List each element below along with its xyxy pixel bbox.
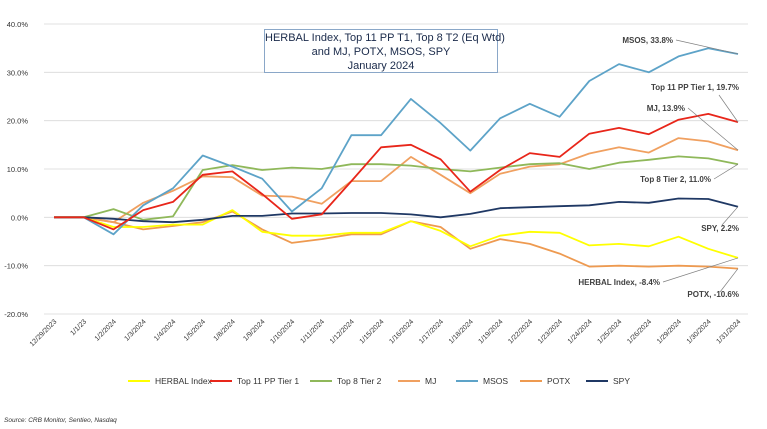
x-tick-label: 1/11/2024 bbox=[299, 318, 326, 345]
chart-title-box: HERBAL Index, Top 11 PP T1, Top 8 T2 (Eq… bbox=[264, 29, 505, 73]
legend-item: HERBAL Index bbox=[128, 376, 212, 386]
x-tick-label: 1/16/2024 bbox=[388, 318, 415, 345]
y-tick-label: 30.0% bbox=[7, 68, 29, 77]
annotation-leader bbox=[719, 268, 739, 293]
legend-item: Top 11 PP Tier 1 bbox=[210, 376, 299, 386]
y-tick-label: 20.0% bbox=[7, 117, 29, 126]
x-tick-label: 1/10/2024 bbox=[269, 318, 296, 345]
x-tick-label: 1/4/2024 bbox=[153, 318, 177, 342]
series-line-top-8-tier-2 bbox=[54, 155, 739, 221]
series-line-msos bbox=[54, 47, 739, 236]
x-tick-label: 1/31/2024 bbox=[715, 318, 742, 345]
legend-item: POTX bbox=[520, 376, 570, 386]
legend-swatch bbox=[310, 380, 332, 382]
x-tick-label: 1/30/2024 bbox=[686, 318, 713, 345]
x-tick-label: 1/15/2024 bbox=[359, 318, 386, 345]
legend-item: MSOS bbox=[456, 376, 508, 386]
y-tick-label: 40.0% bbox=[7, 20, 29, 29]
legend-item: SPY bbox=[586, 376, 630, 386]
x-tick-label: 1/2/2024 bbox=[94, 318, 118, 342]
y-axis-tick-labels: 40.0% 30.0% 20.0% 10.0% 0.0% -10.0% -20.0% bbox=[4, 20, 28, 319]
x-tick-label: 1/5/2024 bbox=[183, 318, 207, 342]
legend-label: POTX bbox=[547, 376, 571, 386]
legend-swatch bbox=[520, 380, 542, 382]
annotation-leader bbox=[718, 94, 739, 123]
y-tick-label: -10.0% bbox=[4, 262, 28, 271]
x-tick-label: 1/26/2024 bbox=[626, 318, 653, 345]
x-axis-tick-labels: 12/29/2023 1/1/23 1/2/2024 1/3/2024 1/4/2024… bbox=[29, 318, 743, 348]
x-tick-label: 1/8/2024 bbox=[213, 318, 237, 342]
legend-item: Top 8 Tier 2 bbox=[310, 376, 381, 386]
annotation-leader bbox=[721, 206, 739, 226]
annotation-label: Top 8 Tier 2, 11.0% bbox=[640, 175, 711, 184]
y-tick-label: 0.0% bbox=[11, 213, 28, 222]
source-note: Source: CRB Monitor, Sentieo, Nasdaq bbox=[4, 417, 117, 424]
legend-item: MJ bbox=[398, 376, 436, 386]
series-line-potx bbox=[54, 210, 739, 270]
series-lines bbox=[54, 47, 739, 270]
legend-swatch bbox=[586, 380, 608, 382]
annotation-leader bbox=[687, 107, 739, 151]
annotation-leader-lines bbox=[662, 39, 739, 293]
annotation-label: SPY, 2.2% bbox=[701, 224, 739, 233]
chart-legend: HERBAL Index Top 11 PP Tier 1 Top 8 Tier 2… bbox=[128, 376, 688, 390]
annotation-leader bbox=[662, 257, 739, 283]
x-tick-label: 12/29/2023 bbox=[29, 318, 59, 348]
legend-label: MSOS bbox=[483, 376, 509, 386]
series-line-herbal-index bbox=[54, 209, 739, 259]
annotation-label: MJ, 13.9% bbox=[647, 104, 685, 113]
legend-swatch bbox=[456, 380, 478, 382]
annotation-label: HERBAL Index, -8.4% bbox=[578, 278, 660, 287]
x-tick-label: 1/9/2024 bbox=[242, 318, 266, 342]
x-tick-label: 1/25/2024 bbox=[596, 318, 623, 345]
annotation-label: MSOS, 33.8% bbox=[622, 36, 673, 45]
chart-title-line-2: and MJ, POTX, MSOS, SPY bbox=[311, 46, 451, 58]
legend-swatch bbox=[128, 380, 150, 382]
x-tick-label: 1/12/2024 bbox=[329, 318, 356, 345]
annotation-leader bbox=[675, 39, 739, 55]
x-tick-label: 1/3/2024 bbox=[123, 318, 147, 342]
x-tick-label: 1/1/23 bbox=[69, 318, 88, 337]
legend-label: Top 11 PP Tier 1 bbox=[237, 376, 300, 386]
series-line-mj bbox=[54, 137, 739, 224]
x-tick-label: 1/18/2024 bbox=[448, 318, 475, 345]
chart-title-line-1: HERBAL Index, Top 11 PP T1, Top 8 T2 (Eq… bbox=[265, 32, 505, 44]
x-tick-label: 1/24/2024 bbox=[567, 318, 594, 345]
legend-label: HERBAL Index bbox=[155, 376, 212, 386]
end-value-annotations: MSOS, 33.8% Top 11 PP Tier 1, 19.7% MJ, 13… bbox=[578, 36, 739, 299]
y-tick-label: -20.0% bbox=[4, 310, 28, 319]
legend-swatch bbox=[210, 380, 232, 382]
series-line-spy bbox=[54, 197, 739, 224]
annotation-label: Top 11 PP Tier 1, 19.7% bbox=[651, 83, 739, 92]
x-tick-label: 1/22/2024 bbox=[507, 318, 534, 345]
x-tick-label: 1/19/2024 bbox=[478, 318, 505, 345]
x-tick-label: 1/17/2024 bbox=[418, 318, 445, 345]
legend-label: Top 8 Tier 2 bbox=[337, 376, 382, 386]
series-line-top-11-pp-tier-1 bbox=[54, 113, 739, 231]
legend-label: SPY bbox=[613, 376, 631, 386]
legend-label: MJ bbox=[425, 376, 437, 386]
annotation-label: POTX, -10.6% bbox=[687, 290, 739, 299]
x-tick-label: 1/29/2024 bbox=[656, 318, 683, 345]
chart-title-line-3: January 2024 bbox=[347, 60, 415, 72]
y-tick-label: 10.0% bbox=[7, 165, 29, 174]
annotation-leader bbox=[713, 163, 739, 180]
legend-swatch bbox=[398, 380, 420, 382]
x-tick-label: 1/23/2024 bbox=[537, 318, 564, 345]
